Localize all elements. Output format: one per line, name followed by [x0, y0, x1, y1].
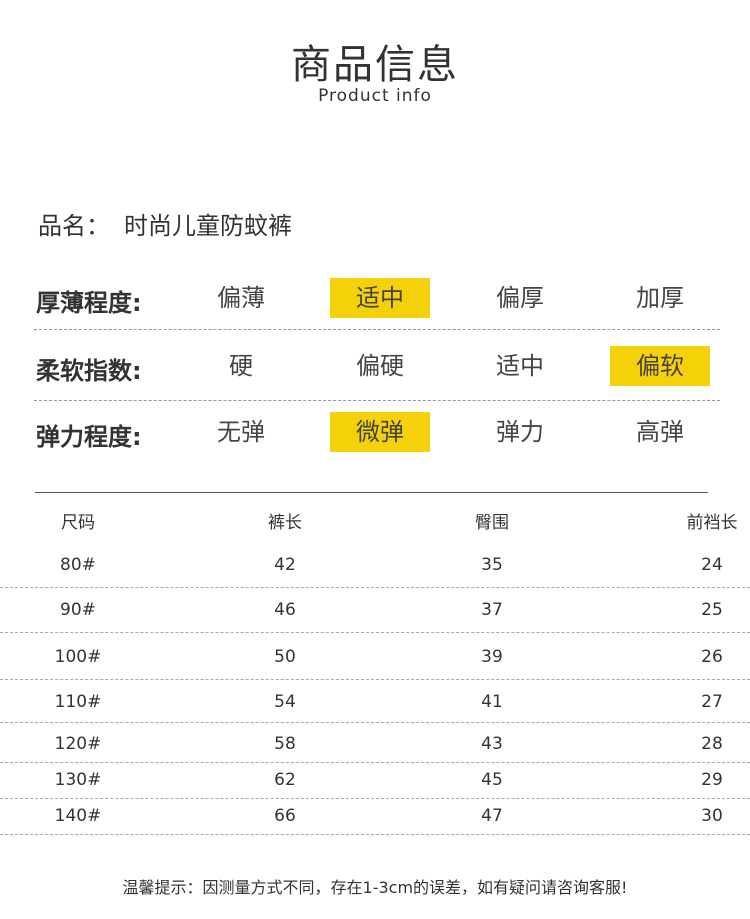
table-cell: 45	[481, 770, 503, 790]
attribute-option: 偏硬	[356, 352, 404, 380]
attribute-option: 弹力	[496, 418, 544, 446]
attribute-option-selected: 适中	[330, 278, 430, 318]
table-cell: 110#	[54, 692, 102, 712]
table-cell: 42	[274, 555, 296, 575]
table-cell: 140#	[54, 806, 102, 826]
table-cell: 37	[481, 600, 503, 620]
attribute-divider	[34, 400, 720, 401]
table-row-divider	[0, 834, 750, 835]
table-top-divider	[35, 492, 708, 493]
attribute-label: 厚薄程度:	[36, 289, 142, 317]
attribute-option: 硬	[229, 352, 253, 380]
table-row-divider	[0, 722, 750, 723]
table-cell: 27	[701, 692, 723, 712]
attribute-option-selected: 微弹	[330, 412, 430, 452]
attribute-option: 适中	[496, 352, 544, 380]
table-cell: 50	[274, 647, 296, 667]
table-cell: 29	[701, 770, 723, 790]
product-name: 时尚儿童防蚊裤	[124, 212, 292, 240]
table-row-divider	[0, 632, 750, 633]
attribute-option: 加厚	[636, 284, 684, 312]
table-cell: 120#	[54, 734, 102, 754]
product-name-label: 品名：	[38, 212, 110, 240]
page-subtitle: Product info	[318, 86, 432, 106]
attribute-option: 偏厚	[496, 284, 544, 312]
table-header-cell: 尺码	[61, 513, 95, 533]
table-cell: 80#	[60, 555, 96, 575]
table-cell: 90#	[60, 600, 96, 620]
table-row-divider	[0, 679, 750, 680]
footer-note: 温馨提示：因测量方式不同，存在1-3cm的误差，如有疑问请咨询客服!	[122, 878, 628, 897]
table-header-cell: 前裆长	[686, 513, 738, 533]
attribute-option: 高弹	[636, 418, 684, 446]
table-cell: 130#	[54, 770, 102, 790]
table-header-cell: 臀围	[475, 513, 509, 533]
table-cell: 28	[701, 734, 723, 754]
table-row-divider	[0, 587, 750, 588]
table-cell: 46	[274, 600, 296, 620]
table-row-divider	[0, 762, 750, 763]
table-cell: 66	[274, 806, 296, 826]
attribute-label: 柔软指数:	[36, 357, 142, 385]
table-cell: 58	[274, 734, 296, 754]
page-title: 商品信息	[291, 42, 459, 88]
table-cell: 26	[701, 647, 723, 667]
table-cell: 47	[481, 806, 503, 826]
attribute-label: 弹力程度:	[36, 423, 142, 451]
table-cell: 30	[701, 806, 723, 826]
attribute-option: 无弹	[217, 418, 265, 446]
attribute-option-selected: 偏软	[610, 346, 710, 386]
table-cell: 100#	[54, 647, 102, 667]
table-cell: 25	[701, 600, 723, 620]
table-cell: 43	[481, 734, 503, 754]
table-cell: 39	[481, 647, 503, 667]
product-name-row: 品名： 时尚儿童防蚊裤	[38, 206, 306, 241]
table-header-cell: 裤长	[268, 513, 302, 533]
table-cell: 62	[274, 770, 296, 790]
attribute-option: 偏薄	[217, 284, 265, 312]
table-cell: 54	[274, 692, 296, 712]
table-cell: 35	[481, 555, 503, 575]
table-cell: 41	[481, 692, 503, 712]
table-row-divider	[0, 798, 750, 799]
table-cell: 24	[701, 555, 723, 575]
attribute-divider	[34, 329, 720, 330]
